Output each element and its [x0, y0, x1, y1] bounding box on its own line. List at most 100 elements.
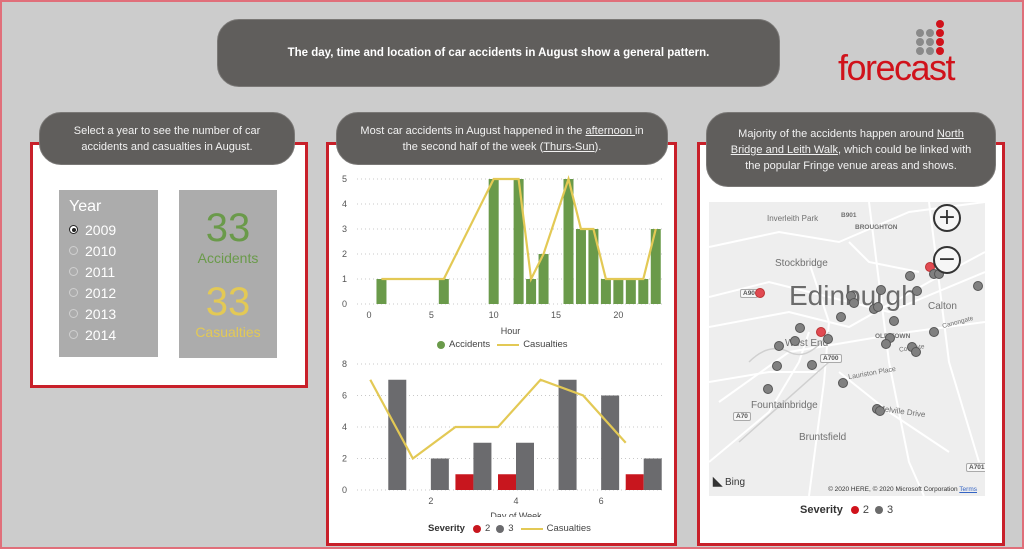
accident-pin-severity-3[interactable]	[823, 334, 833, 344]
accident-pin-severity-3[interactable]	[807, 360, 817, 370]
radio-icon[interactable]	[69, 330, 78, 339]
x-tick: 6	[599, 496, 604, 506]
casualties-line[interactable]	[369, 378, 627, 461]
accident-map[interactable]: Inverleith Park B901 BROUGHTON Stockbrid…	[709, 202, 985, 496]
year-option-2013[interactable]: 2013	[69, 303, 148, 324]
afternoon-link[interactable]: afternoon	[585, 124, 636, 137]
logo-dot-icon	[916, 29, 924, 37]
radio-icon[interactable]	[69, 309, 78, 318]
map-label-fountainbridge: Fountainbridge	[751, 400, 818, 411]
y-tick: 2	[342, 249, 347, 259]
radio-selected-icon[interactable]	[69, 225, 78, 234]
accident-pin-severity-3[interactable]	[929, 327, 939, 337]
accident-pin-severity-3[interactable]	[881, 339, 891, 349]
y-tick: 0	[342, 299, 347, 309]
accidents-bar[interactable]	[588, 229, 599, 304]
accidents-bar[interactable]	[526, 279, 537, 304]
accidents-bar[interactable]	[538, 254, 549, 304]
accidents-bar[interactable]	[513, 179, 524, 304]
accident-pin-severity-3[interactable]	[774, 341, 784, 351]
accidents-bar[interactable]	[575, 229, 586, 304]
accidents-bar[interactable]	[625, 279, 636, 304]
y-tick: 4	[342, 422, 347, 432]
year-caption-text: Select a year to see the number of car a…	[73, 124, 261, 153]
year-option-2014[interactable]: 2014	[69, 324, 148, 345]
accident-pin-severity-3[interactable]	[973, 281, 983, 291]
accident-pin-severity-3[interactable]	[912, 286, 922, 296]
map-label-b901: B901	[841, 212, 857, 219]
severity-3-legend-icon	[496, 524, 505, 533]
accident-pin-severity-2[interactable]	[816, 327, 826, 337]
severity-2-bar[interactable]	[455, 474, 474, 490]
severity-3-bar[interactable]	[516, 442, 534, 490]
accidents-bar[interactable]	[438, 279, 449, 304]
logo-dot-icon	[926, 29, 934, 37]
accidents-bar[interactable]	[600, 279, 611, 304]
severity-3-bar[interactable]	[643, 458, 662, 491]
accident-pin-severity-3[interactable]	[905, 271, 915, 281]
map-label-west-end: West End	[785, 338, 829, 349]
x-axis-title: Day of Week	[490, 511, 542, 517]
year-option-2009[interactable]: 2009	[69, 219, 148, 240]
severity-3-bar[interactable]	[558, 379, 577, 490]
severity-3-bar[interactable]	[388, 379, 407, 490]
accident-pin-severity-3[interactable]	[911, 347, 921, 357]
map-zoom-in-button[interactable]: +	[933, 204, 961, 232]
accident-pin-severity-3[interactable]	[790, 336, 800, 346]
accidents-bar[interactable]	[376, 279, 387, 304]
casualties-line[interactable]	[381, 175, 657, 283]
accident-pin-severity-3[interactable]	[849, 298, 859, 308]
accident-pin-severity-3[interactable]	[873, 302, 883, 312]
year-option-2011[interactable]: 2011	[69, 261, 148, 282]
radio-icon[interactable]	[69, 288, 78, 297]
accident-pin-severity-3[interactable]	[772, 361, 782, 371]
severity-3-bar[interactable]	[473, 442, 492, 490]
accident-pin-severity-3[interactable]	[889, 316, 899, 326]
year-panel-caption: Select a year to see the number of car a…	[39, 112, 295, 165]
headline-text: The day, time and location of car accide…	[287, 47, 710, 59]
accident-pin-severity-3[interactable]	[838, 378, 848, 388]
logo-dot-icon	[936, 20, 944, 28]
map-label-a700: A700	[820, 354, 842, 363]
thurs-sun-link[interactable]: Thurs-Sun	[543, 140, 595, 153]
y-tick: 8	[342, 359, 347, 369]
day-of-week-chart[interactable]: 0 2 4 6 8 2 4 6 Day of Week	[332, 352, 672, 517]
radio-icon[interactable]	[69, 267, 78, 276]
map-copyright: © 2020 HERE, © 2020 Microsoft Corporatio…	[828, 486, 977, 493]
x-tick: 5	[429, 310, 434, 320]
severity-2-bar[interactable]	[625, 474, 644, 490]
accident-pin-severity-3[interactable]	[763, 384, 773, 394]
year-option-2012[interactable]: 2012	[69, 282, 148, 303]
accidents-bar[interactable]	[638, 279, 649, 304]
casualties-legend-icon	[520, 527, 543, 530]
radio-icon[interactable]	[69, 246, 78, 255]
severity-2-legend-icon	[850, 506, 859, 514]
kpi-card: 33 Accidents 33 Casualties	[179, 190, 277, 358]
severity-3-legend-icon	[874, 506, 883, 514]
hour-chart[interactable]: 0 1 2 3 4 5 0 5 10 15 20 Hour	[332, 167, 672, 357]
severity-3-bar[interactable]	[430, 458, 449, 491]
severity-2-bar[interactable]	[498, 474, 516, 490]
y-tick: 3	[342, 224, 347, 234]
severity-3-bar[interactable]	[601, 395, 620, 491]
accident-pin-severity-2[interactable]	[755, 288, 765, 298]
north-bridge-link[interactable]: North	[936, 127, 964, 140]
accidents-bar[interactable]	[650, 229, 661, 304]
year-option-2010[interactable]: 2010	[69, 240, 148, 261]
map-label-inverleith: Inverleith Park	[767, 214, 819, 223]
accidents-bar[interactable]	[613, 279, 624, 304]
x-tick: 4	[513, 496, 518, 506]
x-tick: 10	[489, 310, 499, 320]
accident-pin-severity-3[interactable]	[875, 406, 885, 416]
leith-walk-link[interactable]: Bridge and Leith Walk	[730, 143, 838, 156]
logo-dot-icon	[916, 47, 924, 55]
accidents-bar[interactable]	[563, 179, 574, 304]
map-terms-link[interactable]: Terms	[959, 486, 977, 493]
map-zoom-out-button[interactable]: −	[933, 246, 961, 274]
accident-pin-severity-3[interactable]	[795, 323, 805, 333]
accidents-bar[interactable]	[488, 179, 499, 304]
logo-dot-icon	[926, 47, 934, 55]
accident-pin-severity-3[interactable]	[876, 285, 886, 295]
accident-pin-severity-3[interactable]	[836, 312, 846, 322]
dow-chart-legend: Severity 2 3 Casualties	[428, 523, 591, 534]
